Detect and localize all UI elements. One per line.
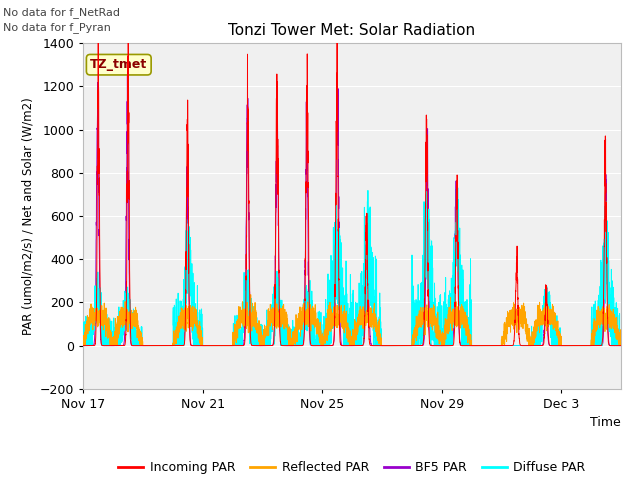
Text: No data for f_NetRad: No data for f_NetRad bbox=[3, 7, 120, 18]
Text: TZ_tmet: TZ_tmet bbox=[90, 58, 147, 71]
Text: No data for f_Pyran: No data for f_Pyran bbox=[3, 22, 111, 33]
Legend: Incoming PAR, Reflected PAR, BF5 PAR, Diffuse PAR: Incoming PAR, Reflected PAR, BF5 PAR, Di… bbox=[113, 456, 591, 480]
X-axis label: Time: Time bbox=[590, 416, 621, 430]
Y-axis label: PAR (umol/m2/s) / Net and Solar (W/m2): PAR (umol/m2/s) / Net and Solar (W/m2) bbox=[21, 97, 35, 335]
Title: Tonzi Tower Met: Solar Radiation: Tonzi Tower Met: Solar Radiation bbox=[228, 23, 476, 38]
